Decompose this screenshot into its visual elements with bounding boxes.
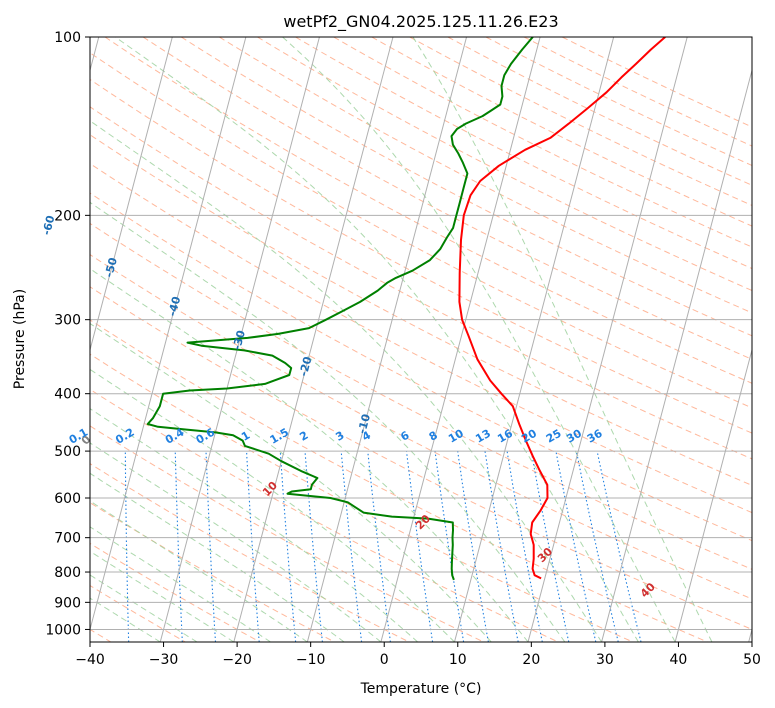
moist-adiabat-line: [115, 37, 639, 642]
y-axis-label: Pressure (hPa): [12, 289, 28, 389]
x-tick-label: 40: [670, 652, 688, 668]
moist-adiabat-line: [282, 37, 676, 642]
y-tick-label: 200: [54, 208, 81, 224]
isotherm-line: [527, 37, 688, 642]
moist-adiabat-line: [90, 472, 345, 642]
dry-adiabat-line: [90, 134, 752, 486]
dry-adiabat-line: [447, 37, 752, 186]
y-tick-label: 800: [54, 565, 81, 581]
isotherm-line: [674, 347, 752, 642]
y-tick-label: 700: [54, 531, 81, 547]
moist-adiabat-line: [90, 120, 603, 642]
y-tick-label: 900: [54, 595, 81, 611]
data-series: [146, 37, 666, 581]
axis-ticks: −40 −30 −20 −10 0 10 20 30 40 50 100 200 300 400 500 60…: [45, 30, 761, 668]
y-tick-label: 300: [54, 313, 81, 329]
dry-adiabat-line: [257, 37, 752, 292]
x-tick-label: 30: [596, 652, 614, 668]
x-tick-label: −40: [75, 652, 105, 668]
mixing-ratio-line: [405, 451, 434, 642]
line-labels: -100-90-80-70-60-50-40-30-20-10010203040…: [40, 214, 658, 601]
plot-frame: [89, 36, 753, 643]
x-tick-label: −30: [149, 652, 179, 668]
x-tick-label: −10: [296, 652, 326, 668]
dry-adiabat-line: [142, 37, 752, 360]
dry-adiabat-line: [90, 286, 752, 630]
dry-adiabat-line: [409, 37, 752, 206]
isotherm-label: -10: [355, 412, 373, 435]
isotherm-line: [306, 37, 468, 642]
mixing-ratio-line: [304, 451, 323, 642]
isotherm-line: [233, 37, 394, 642]
dry-adiabat-line: [90, 78, 752, 434]
moist-adiabat-line: [90, 268, 529, 642]
mixing-ratio-line: [340, 451, 363, 642]
y-tick-label: 100: [54, 30, 81, 46]
isotherm-line: [453, 37, 615, 642]
mixing-ratio-line: [530, 451, 570, 642]
dry-adiabat-line: [90, 52, 752, 409]
x-tick-label: −20: [222, 652, 252, 668]
moist-adiabat-line: [90, 408, 419, 642]
moist-adiabat-line: [90, 368, 455, 642]
isotherm-line: [90, 37, 247, 632]
isotherm-label: -60: [40, 214, 58, 237]
chart-title: wetPf2_GN04.2025.125.11.26.E23: [283, 12, 558, 32]
isotherm-label: -50: [102, 256, 120, 279]
dry-adiabat-line: [90, 353, 634, 642]
mixing-ratio-line: [367, 451, 391, 642]
moist-adiabat-line: [412, 37, 713, 642]
x-tick-label: 50: [743, 652, 761, 668]
mixing-ratio-line: [555, 450, 597, 642]
dry-adiabat-line: [333, 37, 752, 248]
x-tick-label: 10: [449, 652, 467, 668]
isotherm-line: [90, 37, 173, 352]
mixing-ratio-line: [434, 451, 465, 642]
mixing-ratio-line: [575, 450, 619, 642]
x-axis-label: Temperature (°C): [360, 681, 482, 697]
dry-adiabat-line: [90, 222, 752, 570]
isotherm-line: [380, 37, 541, 642]
x-tick-label: 0: [380, 652, 389, 668]
mixing-ratio-line: [506, 451, 543, 642]
dry-adiabat-line: [90, 388, 559, 642]
dry-adiabat-line: [523, 37, 752, 147]
moist-adiabat-line: [90, 201, 566, 642]
dry-adiabat-line: [90, 463, 410, 642]
isotherm-label: -30: [230, 329, 248, 352]
dewpoint-line: [146, 37, 534, 581]
moist-adiabat-line: [90, 442, 382, 642]
temperature-line: [458, 37, 666, 580]
isotherm-line: [601, 68, 752, 642]
mixing-ratio-line: [279, 451, 297, 642]
y-tick-label: 600: [54, 491, 81, 507]
y-tick-label: 400: [54, 387, 81, 403]
isotherm-label: -20: [297, 355, 315, 378]
dry-adiabat-line: [219, 37, 752, 314]
isotherm-label: -40: [166, 295, 184, 318]
y-tick-label: 1000: [45, 622, 81, 638]
x-tick-label: 20: [522, 652, 540, 668]
y-tick-label: 500: [54, 444, 81, 460]
